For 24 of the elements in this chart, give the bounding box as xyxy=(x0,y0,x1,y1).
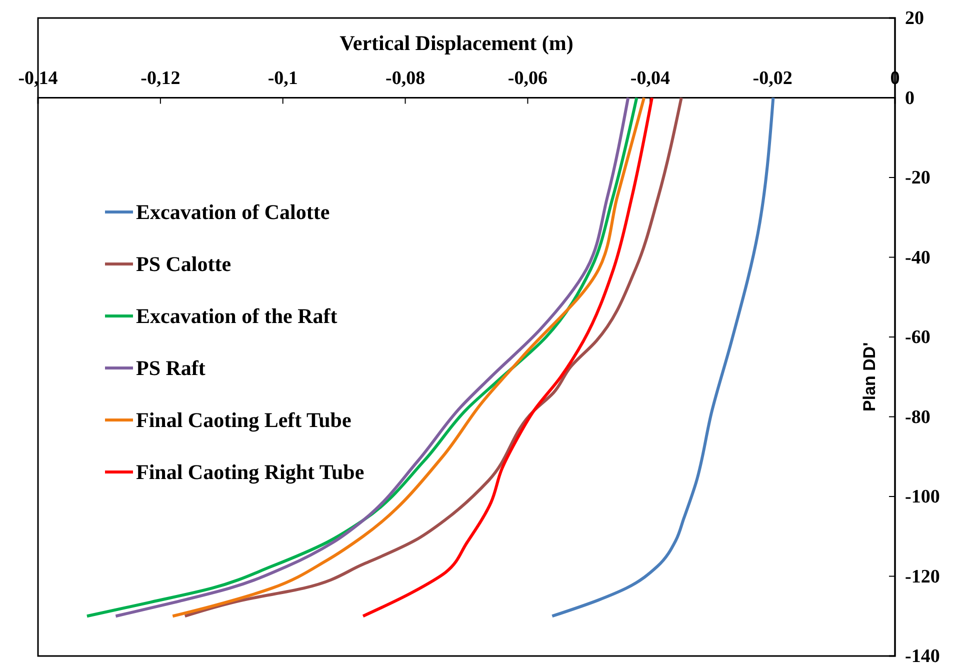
y-tick-label: -40 xyxy=(905,247,930,268)
x-tick-label: -0,02 xyxy=(752,68,792,89)
y-tick-label: -100 xyxy=(905,486,940,508)
x-tick-label: -0,06 xyxy=(508,68,548,89)
legend-label: Excavation of Calotte xyxy=(136,200,330,224)
x-axis-title: Vertical Displacement (m) xyxy=(340,31,574,55)
line-series xyxy=(550,96,775,618)
y-axis-title: Plan DD' xyxy=(860,342,879,412)
y-tick-label: -80 xyxy=(905,406,930,428)
y-tick-label: -140 xyxy=(905,646,940,666)
legend-label: Excavation of the Raft xyxy=(136,304,338,328)
y-tick-label: 20 xyxy=(905,8,924,30)
y-tick-label: 0 xyxy=(905,88,914,109)
y-tick-label: -60 xyxy=(905,327,930,348)
x-tick-label: -0,12 xyxy=(140,68,180,89)
legend-label: PS Calotte xyxy=(136,252,232,276)
x-tick-label: -0,04 xyxy=(630,68,670,89)
x-tick-label: -0,1 xyxy=(268,68,298,89)
legend-label: Final Caoting Left Tube xyxy=(136,408,352,432)
y-tick-label: -120 xyxy=(905,566,940,588)
legend-label: PS Raft xyxy=(136,356,206,380)
legend-label: Final Caoting Right Tube xyxy=(136,460,364,484)
x-tick-label: -0,08 xyxy=(385,68,426,89)
y-tick-label: -20 xyxy=(905,168,930,189)
